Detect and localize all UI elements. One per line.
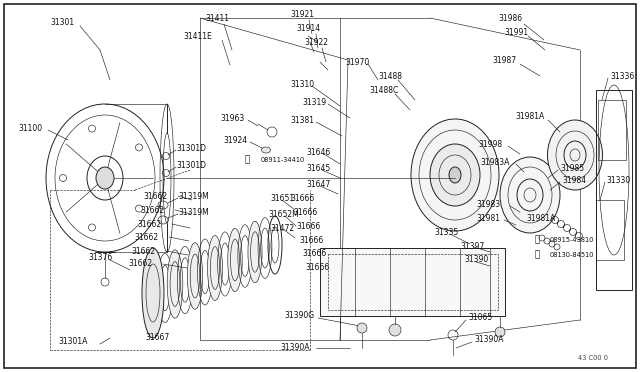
Text: 31970: 31970: [346, 58, 370, 67]
Text: 31662: 31662: [141, 205, 165, 215]
Ellipse shape: [449, 167, 461, 183]
Ellipse shape: [411, 119, 499, 231]
Bar: [328, 254, 498, 310]
Text: 31667: 31667: [146, 334, 170, 343]
Text: 31651: 31651: [270, 193, 294, 202]
Text: 31662: 31662: [132, 247, 156, 256]
Text: 31921: 31921: [290, 10, 314, 19]
Circle shape: [357, 323, 367, 333]
Text: 31100: 31100: [18, 124, 42, 132]
Text: 31998: 31998: [478, 140, 502, 148]
Text: 43 C00 0: 43 C00 0: [578, 355, 608, 361]
Text: 31987: 31987: [492, 55, 516, 64]
Text: 31985: 31985: [560, 164, 584, 173]
Text: Ⓥ: Ⓥ: [535, 235, 540, 244]
Text: 31390: 31390: [464, 256, 488, 264]
Text: 31411: 31411: [205, 13, 229, 22]
Text: Ⓑ: Ⓑ: [535, 250, 540, 260]
Text: 31301A: 31301A: [58, 337, 88, 346]
Text: 31983A: 31983A: [480, 157, 509, 167]
Text: Ⓝ: Ⓝ: [245, 155, 250, 164]
Text: 31666: 31666: [296, 221, 320, 231]
Ellipse shape: [248, 221, 262, 283]
Text: 31647: 31647: [306, 180, 330, 189]
Ellipse shape: [262, 147, 271, 153]
Text: 31472: 31472: [270, 224, 294, 232]
Text: 31376: 31376: [88, 253, 112, 263]
Text: 31397: 31397: [460, 241, 484, 250]
Text: 31666: 31666: [290, 193, 314, 202]
Text: 31662: 31662: [135, 232, 159, 241]
Ellipse shape: [430, 144, 480, 206]
Text: 31310: 31310: [290, 80, 314, 89]
Text: 31914: 31914: [296, 23, 320, 32]
Text: 31301D: 31301D: [176, 160, 206, 170]
Text: 31488C: 31488C: [369, 86, 399, 94]
Text: 31986: 31986: [498, 13, 522, 22]
Text: 31390A: 31390A: [280, 343, 310, 353]
Text: 08130-84510: 08130-84510: [550, 252, 595, 258]
Text: 31319M: 31319M: [178, 208, 209, 217]
Text: 31981: 31981: [476, 214, 500, 222]
Text: 31301: 31301: [50, 17, 74, 26]
Text: 31390G: 31390G: [285, 311, 315, 321]
Ellipse shape: [188, 243, 203, 310]
Text: 31666: 31666: [302, 248, 326, 257]
Bar: [320, 248, 505, 316]
Text: 31381: 31381: [290, 115, 314, 125]
Text: 31652M: 31652M: [268, 209, 299, 218]
Text: 31330: 31330: [606, 176, 630, 185]
Text: 31983: 31983: [476, 199, 500, 208]
Text: 31065: 31065: [468, 314, 492, 323]
Text: 31666: 31666: [305, 263, 329, 272]
Text: 31981A: 31981A: [526, 214, 556, 222]
Text: 31662: 31662: [129, 260, 153, 269]
Text: 31984: 31984: [562, 176, 586, 185]
Text: 31662: 31662: [144, 192, 168, 201]
Text: 31991: 31991: [504, 28, 528, 36]
Text: 31924: 31924: [224, 135, 248, 144]
Text: 31390A: 31390A: [474, 336, 504, 344]
Bar: [596, 200, 624, 260]
Text: 31301D: 31301D: [176, 144, 206, 153]
Text: 08911-34410: 08911-34410: [261, 157, 305, 163]
Text: 08915-43810: 08915-43810: [550, 237, 595, 243]
Circle shape: [495, 327, 505, 337]
Ellipse shape: [547, 120, 602, 190]
Text: 31488: 31488: [378, 71, 402, 80]
Bar: [598, 100, 626, 160]
Text: 31319: 31319: [302, 97, 326, 106]
Circle shape: [389, 324, 401, 336]
Ellipse shape: [228, 228, 242, 292]
Ellipse shape: [147, 257, 163, 327]
Text: 31335: 31335: [434, 228, 458, 237]
Ellipse shape: [207, 235, 223, 301]
Text: 31336: 31336: [610, 71, 634, 80]
Ellipse shape: [96, 167, 114, 189]
Bar: [596, 90, 632, 290]
Text: 31963: 31963: [221, 113, 245, 122]
Text: 31662: 31662: [138, 219, 162, 228]
Ellipse shape: [167, 250, 183, 318]
Text: 31319M: 31319M: [178, 192, 209, 201]
Ellipse shape: [142, 248, 164, 338]
Text: 31981A: 31981A: [515, 112, 545, 121]
Text: 31646: 31646: [306, 148, 330, 157]
Ellipse shape: [500, 157, 560, 233]
Text: 31666: 31666: [293, 208, 317, 217]
Text: 31645: 31645: [306, 164, 330, 173]
Text: 31666: 31666: [299, 235, 323, 244]
Text: 31922: 31922: [304, 38, 328, 46]
Text: 31411E: 31411E: [184, 32, 212, 41]
